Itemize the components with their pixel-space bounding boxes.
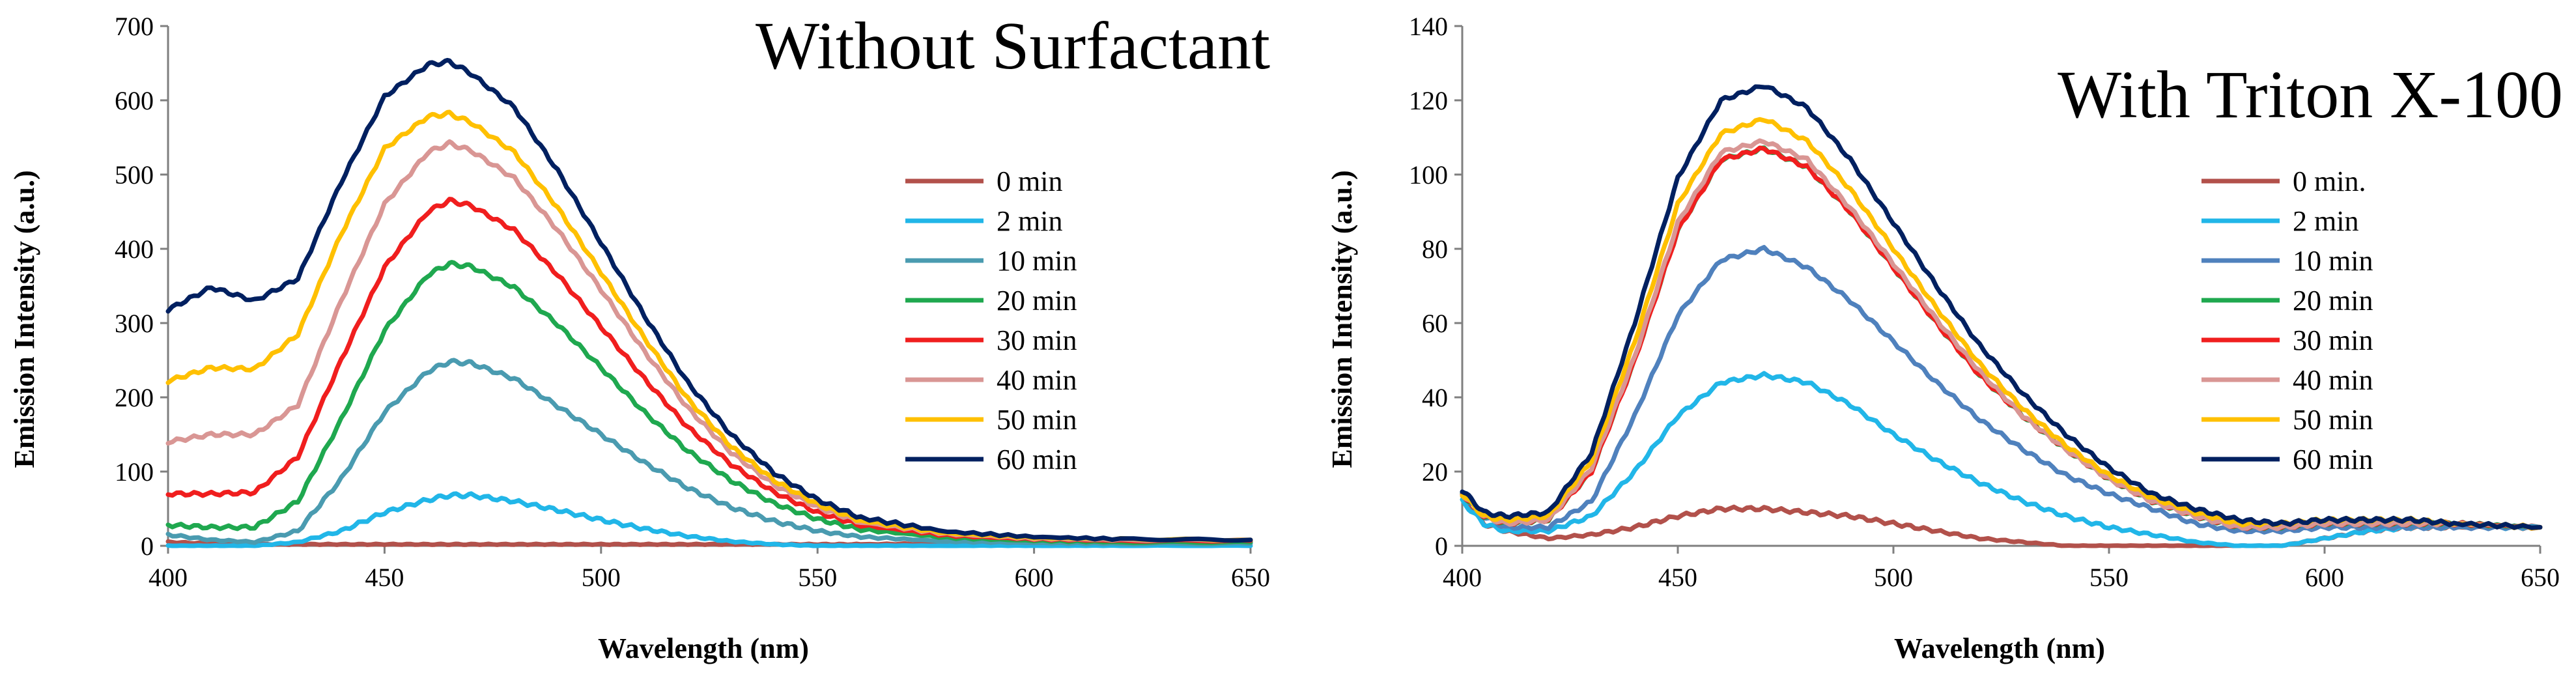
x-tick-label: 550 [798, 563, 837, 592]
y-axis-label: Emission Intensity (a.u.) [1326, 170, 1358, 468]
legend-label: 0 min [997, 165, 1062, 197]
legend-label: 0 min. [2293, 165, 2366, 197]
y-tick-label: 0 [141, 531, 154, 561]
legend-label: 40 min [997, 364, 1077, 396]
legend-label: 50 min [997, 404, 1077, 436]
chart-without-surfactant: Without Surfactant Emission Intensity (a… [8, 8, 1270, 664]
legend-label: 30 min [997, 324, 1077, 356]
y-tick-label: 700 [115, 12, 154, 41]
y-tick-label: 120 [1409, 86, 1448, 115]
series-line-2-min [165, 491, 1253, 548]
legend-label: 60 min [997, 444, 1077, 475]
y-tick-label: 0 [1435, 531, 1448, 561]
y-tick-label: 140 [1409, 12, 1448, 41]
x-tick-label: 500 [1874, 563, 1913, 592]
svg-text:Emission Intensity (a.u.): Emission Intensity (a.u.) [8, 170, 40, 468]
legend: 0 min. 2 min 10 min 20 min 30 min 40 min 50 mi… [2201, 165, 2373, 475]
x-tick-label: 600 [1015, 563, 1054, 592]
x-tick-label: 600 [2305, 563, 2344, 592]
x-tick-label: 400 [1443, 563, 1482, 592]
x-tick-label: 450 [365, 563, 404, 592]
chart-with-triton: With Triton X-100 Emission Intensity (a.… [1326, 12, 2563, 664]
legend-label: 60 min [2293, 444, 2373, 475]
y-tick-label: 80 [1422, 234, 1448, 264]
y-tick-label: 200 [115, 383, 154, 412]
y-tick-label: 60 [1422, 309, 1448, 338]
x-tick-label: 650 [2521, 563, 2560, 592]
x-axis-label: Wavelength (nm) [598, 632, 809, 664]
y-tick-label: 300 [115, 309, 154, 338]
legend-label: 30 min [2293, 324, 2373, 356]
x-tick-label: 400 [149, 563, 188, 592]
plot-area: 0 20 40 60 80 100 120 140 400 450 500 550 600 650 [1409, 12, 2560, 592]
y-tick-label: 100 [115, 457, 154, 487]
y-tick-label: 600 [115, 86, 154, 115]
x-axis-label: Wavelength (nm) [1894, 632, 2105, 664]
series-line-40-min [1460, 138, 2543, 531]
y-tick-label: 40 [1422, 383, 1448, 412]
legend-label: 20 min [2293, 285, 2373, 317]
legend-label: 10 min [997, 245, 1077, 277]
series-line-10-min [165, 358, 1253, 546]
legend-label: 2 min [997, 205, 1062, 237]
legend-label: 20 min [997, 285, 1077, 317]
y-tick-label: 400 [115, 234, 154, 264]
series-line-10-min [1460, 245, 2543, 535]
x-tick-label: 500 [582, 563, 621, 592]
series-line-2-min [1460, 371, 2543, 548]
legend: 0 min 2 min 10 min 20 min 30 min 40 min 50 min… [905, 165, 1077, 475]
svg-text:Emission Intensity (a.u.): Emission Intensity (a.u.) [1326, 170, 1358, 468]
x-tick-label: 650 [1231, 563, 1270, 592]
x-tick-label: 550 [2089, 563, 2129, 592]
chart-title: Without Surfactant [756, 8, 1270, 83]
plot-area: 0 100 200 300 400 500 600 700 400 450 500 550 600 650 [115, 12, 1270, 592]
series-line-60-min [1460, 84, 2543, 530]
chart-title: With Triton X-100 [2058, 57, 2563, 132]
series-line-60-min [165, 57, 1253, 543]
y-tick-label: 100 [1409, 160, 1448, 190]
legend-label: 50 min [2293, 404, 2373, 436]
legend-label: 2 min [2293, 205, 2358, 237]
legend-label: 40 min [2293, 364, 2373, 396]
legend-label: 10 min [2293, 245, 2373, 277]
y-tick-label: 500 [115, 160, 154, 190]
series-line-20-min [165, 260, 1253, 545]
y-tick-label: 20 [1422, 457, 1448, 487]
y-axis-label: Emission Intensity (a.u.) [8, 170, 40, 468]
x-tick-label: 450 [1658, 563, 1697, 592]
